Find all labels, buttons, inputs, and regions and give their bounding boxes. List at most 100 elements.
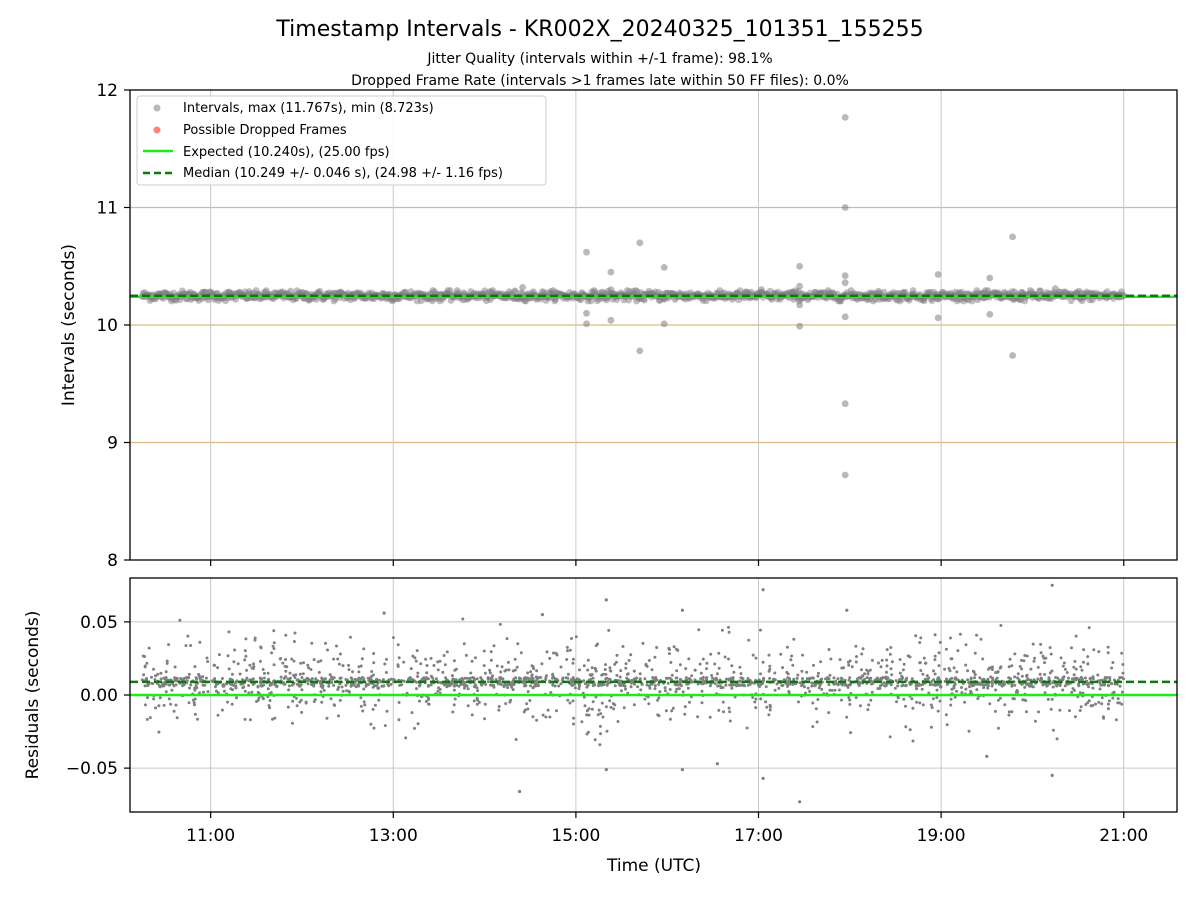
residual-point: [982, 686, 986, 690]
residual-point: [593, 738, 597, 742]
residual-point: [599, 712, 603, 716]
residual-point: [713, 662, 717, 666]
residual-point: [408, 676, 412, 679]
residual-point: [288, 676, 292, 680]
residual-point: [938, 640, 942, 644]
residual-point: [465, 676, 469, 680]
residual-points: [140, 583, 1125, 804]
residual-point: [305, 676, 309, 680]
residual-point: [154, 706, 157, 710]
residual-point: [475, 702, 479, 706]
residual-point: [248, 718, 252, 722]
residual-point: [808, 689, 812, 693]
residual-point: [504, 702, 508, 706]
residual-point: [184, 644, 188, 648]
residual-point: [1037, 710, 1040, 714]
residual-point: [668, 717, 672, 721]
residual-point: [583, 704, 587, 708]
residual-point: [966, 669, 970, 673]
residual-point: [885, 648, 889, 652]
residual-point: [986, 677, 990, 681]
residual-point: [881, 676, 885, 679]
residual-point: [929, 703, 933, 707]
residual-point: [738, 665, 742, 669]
residual-point: [1074, 667, 1078, 671]
residual-point: [494, 678, 498, 681]
residual-point: [860, 652, 864, 656]
residual-point: [678, 663, 682, 667]
residual-point: [1079, 676, 1083, 680]
residual-point: [685, 678, 689, 682]
residual-point: [526, 707, 530, 711]
interval-outlier-point: [796, 301, 803, 309]
residual-point: [629, 653, 633, 657]
residual-point: [786, 684, 789, 688]
residual-point: [621, 645, 625, 648]
residual-point: [895, 700, 898, 704]
residual-point: [535, 718, 539, 722]
residual-point: [247, 684, 251, 687]
residual-point: [1010, 664, 1014, 668]
residual-point: [762, 679, 765, 683]
residual-point: [170, 688, 174, 692]
residual-point: [854, 696, 858, 700]
residual-point: [949, 703, 953, 707]
residual-point: [1082, 648, 1086, 652]
residual-point: [952, 666, 956, 670]
residual-point: [923, 677, 927, 681]
residual-point: [855, 655, 858, 659]
residual-point: [686, 686, 690, 690]
residual-point: [827, 648, 831, 651]
residual-point: [820, 677, 824, 681]
residual-point: [374, 684, 378, 688]
residual-point: [489, 650, 493, 654]
residual-point: [262, 676, 266, 680]
residual-point: [701, 675, 705, 679]
residual-point: [298, 672, 302, 676]
residual-point: [286, 705, 290, 709]
residual-point: [312, 684, 316, 688]
residual-point: [375, 677, 378, 681]
residual-point: [341, 689, 345, 693]
residual-point: [878, 684, 882, 688]
residual-point: [356, 684, 360, 688]
residual-point: [533, 684, 536, 688]
residual-point: [1097, 700, 1101, 704]
residual-point: [492, 644, 496, 648]
residual-point: [1036, 677, 1040, 681]
residual-point: [426, 684, 430, 687]
residual-point: [1038, 672, 1042, 676]
residual-point: [768, 667, 772, 671]
residual-point: [696, 715, 700, 719]
residual-point: [330, 681, 334, 684]
residual-point: [586, 668, 590, 672]
y-tick-label: 0.05: [80, 613, 118, 633]
residual-point: [964, 663, 968, 667]
residual-point: [945, 677, 948, 681]
residual-point: [857, 676, 861, 680]
residual-point: [814, 707, 818, 711]
residual-point: [198, 640, 202, 644]
residual-point: [870, 682, 873, 686]
residual-point: [614, 660, 618, 664]
residual-point: [236, 662, 240, 666]
residual-point: [836, 683, 840, 687]
residual-point: [373, 703, 377, 707]
residual-point: [858, 704, 862, 708]
residual-point: [322, 688, 326, 692]
residual-point: [767, 713, 771, 717]
residual-point: [307, 666, 311, 670]
residual-point: [936, 683, 940, 687]
residual-point: [832, 676, 836, 680]
residual-point: [377, 698, 381, 702]
residual-point: [1097, 650, 1101, 654]
residual-point: [816, 698, 820, 701]
residual-point: [1063, 684, 1067, 688]
interval-outlier-point: [1051, 285, 1059, 292]
intervals-x-ticks: [210, 560, 1125, 566]
residual-point: [227, 667, 231, 671]
residual-point: [1058, 708, 1062, 712]
residual-point: [1016, 672, 1020, 676]
residual-point: [700, 689, 704, 693]
residual-point: [444, 676, 448, 680]
